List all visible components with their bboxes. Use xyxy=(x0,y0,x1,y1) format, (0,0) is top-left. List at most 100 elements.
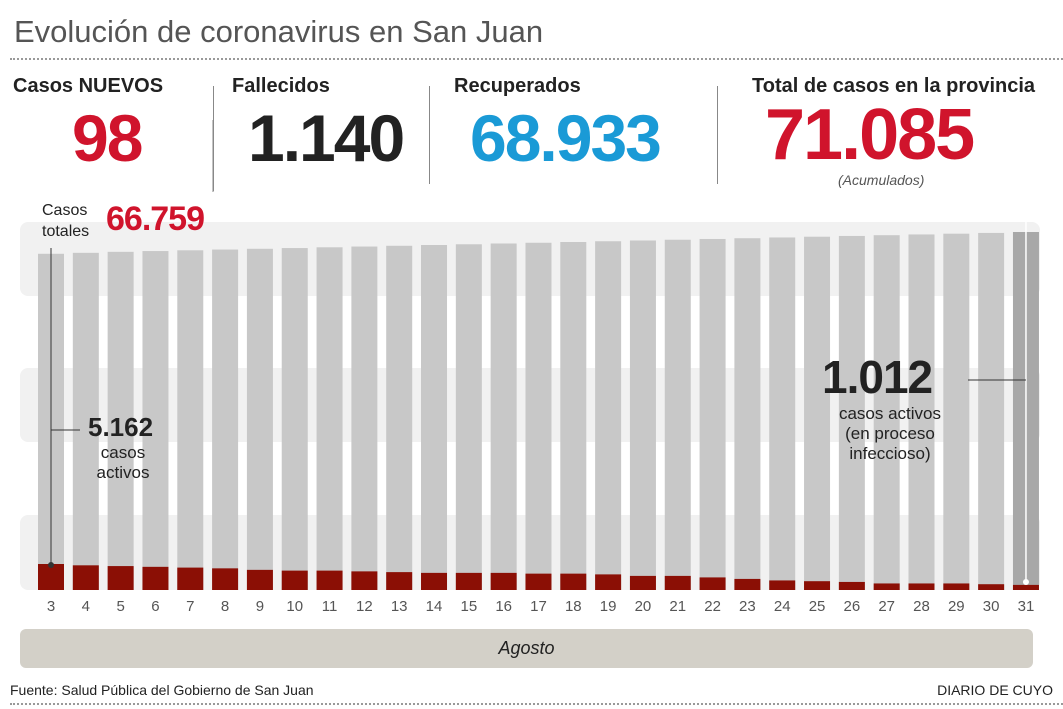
active-cases-bar xyxy=(1012,584,1039,590)
label-line: totales xyxy=(42,223,90,240)
active-cases-bar xyxy=(142,566,169,590)
active-cases-bar xyxy=(664,575,691,590)
active-cases-bar xyxy=(978,584,1005,590)
new-cases-label: Casos NUEVOS xyxy=(13,75,164,97)
total-cases-bar xyxy=(769,237,796,591)
x-tick-label: 23 xyxy=(739,598,756,615)
total-cases-bar xyxy=(804,236,831,590)
active-cases-bar xyxy=(560,573,587,590)
active-cases-bar xyxy=(804,581,831,590)
label-line: Casos xyxy=(42,202,88,219)
active-cases-bar xyxy=(943,583,970,590)
deaths-label: Fallecidos xyxy=(232,75,330,97)
total-cases-bar xyxy=(386,245,413,590)
total-cases-bar xyxy=(455,244,482,591)
x-tick-label: 15 xyxy=(460,598,477,615)
deaths-value: 1.140 xyxy=(248,101,405,175)
x-tick-label: 26 xyxy=(844,598,861,615)
total-cases-bar xyxy=(107,251,134,590)
total-cases-label: Casos totales xyxy=(42,200,89,242)
leader-dot xyxy=(1022,579,1029,585)
total-cases-bar xyxy=(838,235,865,590)
x-tick-label: 5 xyxy=(116,598,124,615)
total-cases-bar xyxy=(629,240,656,591)
x-tick-label: 29 xyxy=(948,598,965,615)
total-cases-bar xyxy=(142,251,169,590)
end-active-value: 1.012 xyxy=(822,351,933,403)
x-tick-label: 6 xyxy=(151,598,159,615)
divider xyxy=(717,86,718,184)
active-cases-bar xyxy=(421,572,448,590)
total-cases-bar xyxy=(212,249,239,590)
x-tick-label: 20 xyxy=(635,598,652,615)
x-tick-label: 9 xyxy=(256,598,264,615)
total-cases-bar xyxy=(699,238,726,591)
divider xyxy=(10,58,1063,60)
active-cases-bar xyxy=(908,583,935,590)
total-cases-bar xyxy=(943,233,970,590)
active-cases-bar xyxy=(351,571,378,590)
label-line: (en proceso xyxy=(845,424,935,443)
x-tick-label: 12 xyxy=(356,598,373,615)
x-tick-label: 22 xyxy=(704,598,721,615)
start-active-label: casos activos xyxy=(88,443,158,483)
month-label: Agosto xyxy=(498,638,555,658)
month-bar xyxy=(20,629,1033,668)
label-line: activos xyxy=(96,463,150,482)
total-label: Total de casos en la provincia xyxy=(752,75,1036,97)
leader-line xyxy=(50,429,80,440)
x-tick-label: 17 xyxy=(530,598,547,615)
total-cases-bar xyxy=(316,247,343,590)
start-active-value: 5.162 xyxy=(88,412,154,442)
total-cases-bar xyxy=(595,241,622,591)
active-cases-bar xyxy=(769,580,796,590)
total-cases-bar xyxy=(351,246,378,590)
total-cases-bar xyxy=(908,234,935,590)
active-cases-bar xyxy=(455,572,482,590)
x-tick-label: 28 xyxy=(913,598,930,615)
active-cases-bar xyxy=(490,572,517,590)
total-cases-bar xyxy=(525,242,552,591)
total-cases-bar xyxy=(421,245,448,590)
total-cases-start-value: 66.759 xyxy=(106,200,205,238)
x-tick-label: 7 xyxy=(186,598,194,615)
x-tick-label: 27 xyxy=(878,598,895,615)
active-cases-bar xyxy=(281,570,308,590)
total-cases-bar xyxy=(72,252,99,591)
end-active-label: casos activos (en proceso infeccioso) xyxy=(820,404,960,464)
active-cases-bar xyxy=(734,578,761,590)
chart-title: Evolución de coronavirus en San Juan xyxy=(14,14,544,49)
x-tick-label: 14 xyxy=(426,598,443,615)
new-cases-value: 98 xyxy=(72,101,143,175)
x-tick-label: 13 xyxy=(391,598,408,615)
x-tick-label: 4 xyxy=(82,598,90,615)
total-value: 71.085 xyxy=(765,95,975,175)
total-cases-bar xyxy=(177,250,204,590)
leader-dot xyxy=(48,562,54,568)
x-tick-label: 25 xyxy=(809,598,826,615)
active-cases-bar xyxy=(873,583,900,590)
recovered-label: Recuperados xyxy=(454,75,581,97)
label-line: casos xyxy=(100,443,146,462)
active-cases-bar xyxy=(107,566,134,590)
x-tick-label: 8 xyxy=(221,598,229,615)
x-tick-label: 24 xyxy=(774,598,791,615)
x-tick-label: 11 xyxy=(322,598,338,615)
total-cases-bar xyxy=(978,232,1005,590)
total-note: (Acumulados) xyxy=(838,172,925,188)
total-cases-bar xyxy=(560,241,587,591)
active-cases-bar xyxy=(212,568,239,590)
divider xyxy=(10,703,1063,705)
total-cases-bar xyxy=(734,238,761,591)
label-line: infeccioso) xyxy=(849,444,931,463)
active-cases-bar xyxy=(838,581,865,590)
active-cases-bar xyxy=(38,564,64,590)
total-cases-bar xyxy=(873,235,900,590)
active-cases-bar xyxy=(699,577,726,590)
total-cases-bar xyxy=(246,248,273,590)
active-cases-bar xyxy=(525,573,552,590)
x-tick-label: 18 xyxy=(565,598,582,615)
active-cases-bar xyxy=(386,572,413,590)
